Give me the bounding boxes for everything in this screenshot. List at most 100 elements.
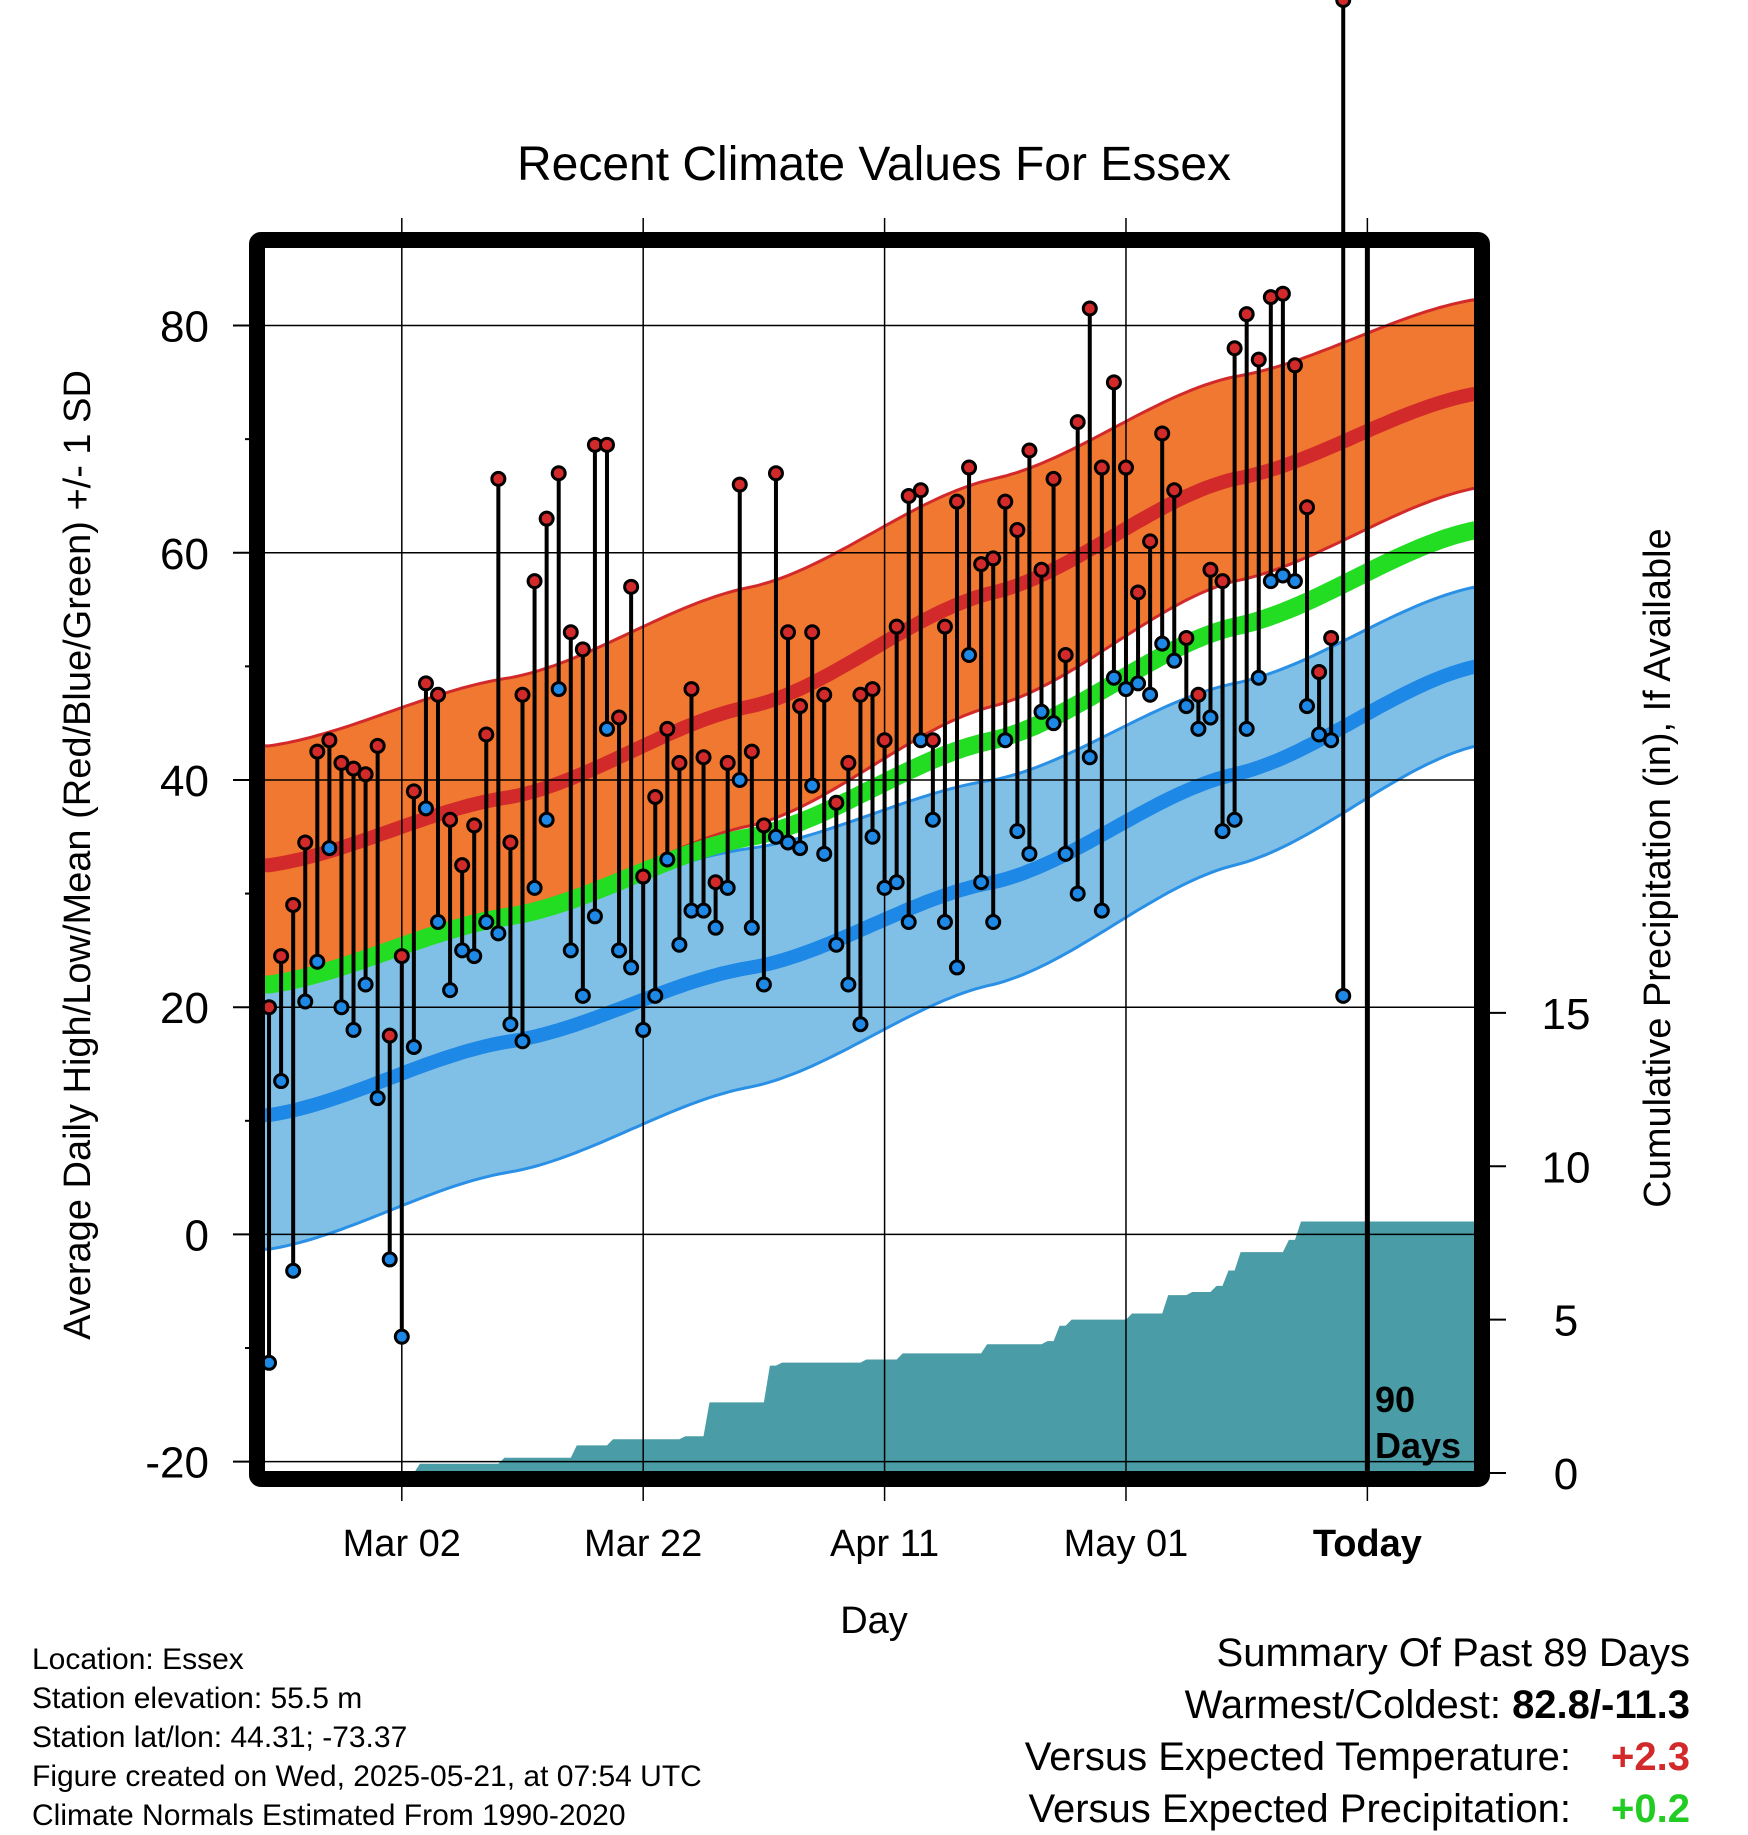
low-point xyxy=(1093,902,1110,919)
high-point xyxy=(1250,351,1267,368)
y2-tick-label: 5 xyxy=(1554,1297,1578,1346)
low-point xyxy=(1045,715,1062,732)
low-point xyxy=(924,811,941,828)
y2-tick-label: 0 xyxy=(1554,1450,1578,1499)
low-point xyxy=(405,1038,422,1055)
high-point xyxy=(961,459,978,476)
low-point xyxy=(1178,698,1195,715)
high-point xyxy=(840,754,857,771)
high-point xyxy=(1166,482,1183,499)
low-point xyxy=(1142,686,1159,703)
low-point xyxy=(888,874,905,891)
low-point xyxy=(273,1073,290,1090)
low-point xyxy=(864,828,881,845)
precipitation-anomaly-row: Versus Expected Precipitation: +0.2 xyxy=(1025,1783,1691,1835)
high-point xyxy=(430,686,447,703)
latlon-text: Station lat/lon: 44.31; -73.37 xyxy=(32,1721,408,1754)
high-point xyxy=(888,618,905,635)
low-point xyxy=(731,771,748,788)
low-point xyxy=(1323,732,1340,749)
high-point xyxy=(1238,306,1255,323)
y-axis-label: Average Daily High/Low/Mean (Red/Blue/Gr… xyxy=(57,370,99,1340)
x-tick-label: Apr 11 xyxy=(830,1523,939,1565)
low-point xyxy=(514,1033,531,1050)
chart-title: Recent Climate Values For Essex xyxy=(517,138,1231,191)
high-point xyxy=(707,874,724,891)
low-point xyxy=(1154,635,1171,652)
high-point xyxy=(1057,647,1074,663)
temperature-anomaly-label: Versus Expected Temperature: xyxy=(1024,1735,1572,1779)
high-point xyxy=(719,754,736,771)
precipitation-area xyxy=(263,1221,1476,1473)
summary-heading: Summary Of Past 89 Days xyxy=(1216,1631,1690,1675)
high-point xyxy=(562,624,579,641)
high-point xyxy=(574,641,591,658)
temperature-anomaly-row: Versus Expected Temperature: +2.3 xyxy=(1025,1731,1690,1783)
plot-frame xyxy=(249,232,1490,1487)
high-point xyxy=(321,732,338,749)
high-point xyxy=(792,698,809,715)
y2-tick-label: 15 xyxy=(1542,990,1591,1039)
warmest-coldest-value: 82.8/-11.3 xyxy=(1512,1683,1690,1727)
high-point xyxy=(1130,584,1147,601)
high-point xyxy=(526,573,543,590)
low-point xyxy=(1238,720,1255,737)
high-point xyxy=(598,436,615,453)
high-point xyxy=(1323,629,1340,646)
low-point xyxy=(707,919,724,936)
high-point xyxy=(1009,522,1026,539)
low-point xyxy=(1166,652,1183,669)
high-point xyxy=(1105,374,1122,391)
high-point xyxy=(357,766,374,783)
x-tick-label: Mar 02 xyxy=(343,1523,461,1565)
high-point xyxy=(647,789,664,806)
high-point xyxy=(514,686,531,703)
high-point xyxy=(1286,357,1303,374)
low-point xyxy=(1214,823,1231,840)
low-point xyxy=(1069,885,1086,902)
low-point xyxy=(369,1090,386,1107)
high-point xyxy=(816,686,833,703)
low-point xyxy=(792,840,809,857)
high-point xyxy=(743,743,760,760)
high-point xyxy=(1117,459,1134,476)
high-point xyxy=(405,783,422,800)
high-point xyxy=(550,465,567,482)
low-point xyxy=(973,874,990,891)
low-point xyxy=(623,959,640,976)
low-point xyxy=(671,936,688,953)
today-days-word: Days xyxy=(1375,1425,1461,1466)
mean-normal-line xyxy=(263,521,1476,994)
high-point xyxy=(949,493,966,510)
high-point xyxy=(1226,340,1243,357)
low-point xyxy=(1105,669,1122,686)
low-point xyxy=(478,913,495,930)
high-point xyxy=(755,817,772,834)
low-point xyxy=(357,976,374,993)
low-point xyxy=(502,1016,519,1033)
low-point xyxy=(1202,709,1219,726)
low-point xyxy=(1021,845,1038,862)
y-tick-label: 40 xyxy=(160,757,209,806)
low-point xyxy=(1130,675,1147,692)
low-point xyxy=(393,1328,410,1345)
low-point xyxy=(936,913,953,930)
low-point xyxy=(309,953,326,970)
low-point xyxy=(695,902,712,919)
low-point xyxy=(1250,669,1267,686)
low-point xyxy=(526,879,543,896)
high-point xyxy=(297,834,314,851)
low-point xyxy=(647,987,664,1004)
high-point xyxy=(1311,664,1328,681)
low-point xyxy=(1190,720,1207,737)
high-point xyxy=(466,817,483,834)
y-tick-label: 80 xyxy=(160,303,209,352)
high-point xyxy=(1190,686,1207,703)
high-point xyxy=(912,482,929,499)
high-point xyxy=(623,578,640,595)
high-point xyxy=(731,476,748,493)
low-point xyxy=(1009,823,1026,840)
y2-axis-label: Cumulative Precipitation (in), If Availa… xyxy=(1637,528,1679,1207)
low-normal-line xyxy=(263,659,1476,1123)
high-point xyxy=(1214,573,1231,590)
